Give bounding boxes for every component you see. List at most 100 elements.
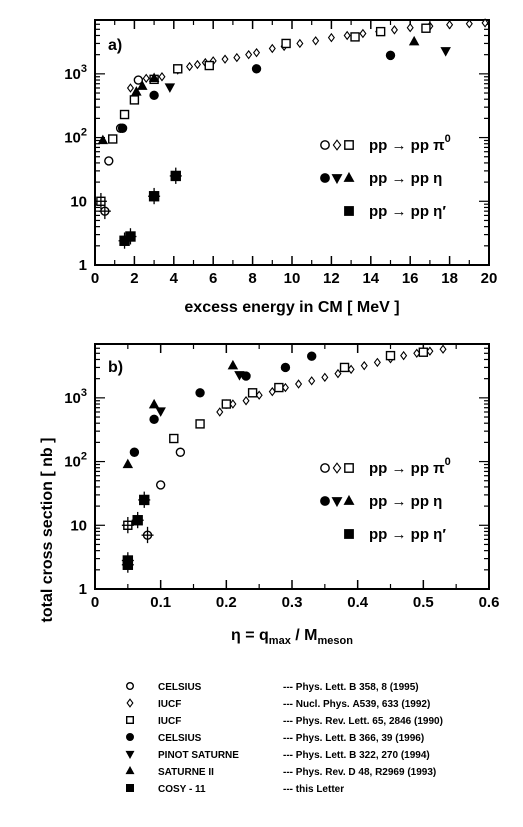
legend-entry: pp → pp η′ xyxy=(344,203,446,220)
reference-citation: --- Phys. Rev. Lett. 65, 2846 (1990) xyxy=(283,716,443,727)
legend-entry: pp → pp η xyxy=(320,170,442,187)
data-point xyxy=(296,38,304,49)
x-tick-label: 8 xyxy=(248,270,256,287)
data-point xyxy=(359,28,367,39)
legend-label: pp → pp η′ xyxy=(369,526,446,543)
reference-row: COSY - 11 --- this Letter xyxy=(125,784,344,795)
x-label-sub2: meson xyxy=(318,635,354,647)
series-triangle-up-filled xyxy=(97,35,420,145)
data-point xyxy=(133,75,144,85)
reference-citation: --- Phys. Lett. B 358, 8 (1995) xyxy=(283,682,419,693)
data-point xyxy=(390,25,398,35)
data-point xyxy=(268,43,276,54)
data-point xyxy=(321,372,329,383)
series-triangle-down-filled xyxy=(155,371,245,417)
legend-symbol xyxy=(344,529,354,539)
reference-row: SATURNE II --- Phys. Rev. D 48, R2969 (19… xyxy=(125,766,436,778)
y-tick-label: 10 xyxy=(70,517,87,534)
data-point xyxy=(155,407,166,417)
data-point xyxy=(274,382,284,393)
x-tick-label: 20 xyxy=(481,270,498,287)
y-tick-label: 102 xyxy=(64,127,87,147)
data-point xyxy=(233,52,241,63)
legend-entry: pp → pp η xyxy=(320,493,442,510)
reference-row: CELSIUS --- Phys. Lett. B 366, 39 (1996) xyxy=(125,733,424,744)
data-point xyxy=(195,419,205,429)
x-tick-label: 0.6 xyxy=(479,594,500,611)
data-point xyxy=(234,371,245,381)
data-point xyxy=(204,60,214,71)
reference-citation: --- Nucl. Phys. A539, 633 (1992) xyxy=(283,699,430,710)
reference-citation: --- Phys. Rev. D 48, R2969 (1993) xyxy=(283,767,436,778)
data-point xyxy=(446,20,454,30)
data-point xyxy=(126,83,134,93)
reference-facility: COSY - 11 xyxy=(158,784,206,795)
panel-a-x-axis-label: excess energy in CM [ MeV ] xyxy=(184,299,399,316)
x-tick-label: 6 xyxy=(209,270,217,287)
data-point xyxy=(216,407,224,417)
data-point xyxy=(104,156,114,166)
data-point xyxy=(193,59,201,70)
data-point xyxy=(122,458,134,469)
data-point xyxy=(406,22,414,33)
data-point xyxy=(247,388,258,398)
reference-list: CELSIUS --- Phys. Lett. B 358, 8 (1995) IU… xyxy=(125,682,443,795)
series-circle-filled xyxy=(117,50,396,133)
data-point xyxy=(307,351,317,361)
legend-symbol xyxy=(344,463,354,473)
panel-a-label: a) xyxy=(108,37,122,54)
data-point xyxy=(186,61,194,72)
legend-symbol xyxy=(331,174,343,185)
reference-marker xyxy=(125,766,135,775)
data-point xyxy=(148,72,160,83)
data-point xyxy=(241,371,251,381)
data-point xyxy=(350,32,360,42)
data-point xyxy=(343,30,351,41)
data-point xyxy=(242,396,250,406)
series-square-open xyxy=(121,347,429,534)
data-point xyxy=(131,86,142,96)
data-point xyxy=(408,35,420,46)
data-point xyxy=(164,83,176,93)
series-square-filled xyxy=(118,167,182,249)
x-tick-label: 2 xyxy=(130,270,138,287)
data-point xyxy=(295,379,303,389)
panel-b-x-axis-label: η = qmax / Mmeson xyxy=(231,627,353,647)
reference-marker xyxy=(125,733,134,742)
x-tick-label: 14 xyxy=(362,270,379,287)
y-tick-label: 1 xyxy=(79,581,87,598)
data-point xyxy=(385,50,396,61)
data-point xyxy=(221,54,229,64)
x-tick-label: 0.4 xyxy=(347,594,369,611)
reference-marker xyxy=(126,698,134,708)
legend-symbol xyxy=(320,173,330,183)
legend-symbol xyxy=(332,462,342,474)
data-point xyxy=(280,362,291,373)
data-point xyxy=(375,26,386,37)
data-point xyxy=(308,376,316,386)
reference-marker xyxy=(125,750,135,759)
x-tick-label: 0.3 xyxy=(282,594,303,611)
data-point xyxy=(117,123,128,133)
x-tick-label: 0.5 xyxy=(413,594,434,611)
reference-citation: --- Phys. Lett. B 366, 39 (1996) xyxy=(283,733,424,744)
y-tick-label: 10 xyxy=(70,193,87,210)
y-tick-label: 103 xyxy=(64,387,87,407)
data-point xyxy=(148,398,160,409)
data-point xyxy=(129,95,140,105)
y-tick-label: 1 xyxy=(79,257,87,274)
series-triangle-down-filled xyxy=(164,47,451,93)
legend-symbol xyxy=(320,463,330,473)
data-point xyxy=(312,36,320,46)
legend-symbol xyxy=(320,140,330,150)
x-tick-label: 16 xyxy=(402,270,419,287)
legend-symbol xyxy=(343,494,355,505)
legend-label: pp → pp π0 xyxy=(369,456,451,477)
reference-facility: SATURNE II xyxy=(158,767,214,778)
x-tick-label: 0.1 xyxy=(150,594,171,611)
y-tick-label: 103 xyxy=(64,63,87,83)
x-tick-label: 0 xyxy=(91,594,99,611)
data-point xyxy=(385,350,396,361)
data-point xyxy=(481,18,489,28)
